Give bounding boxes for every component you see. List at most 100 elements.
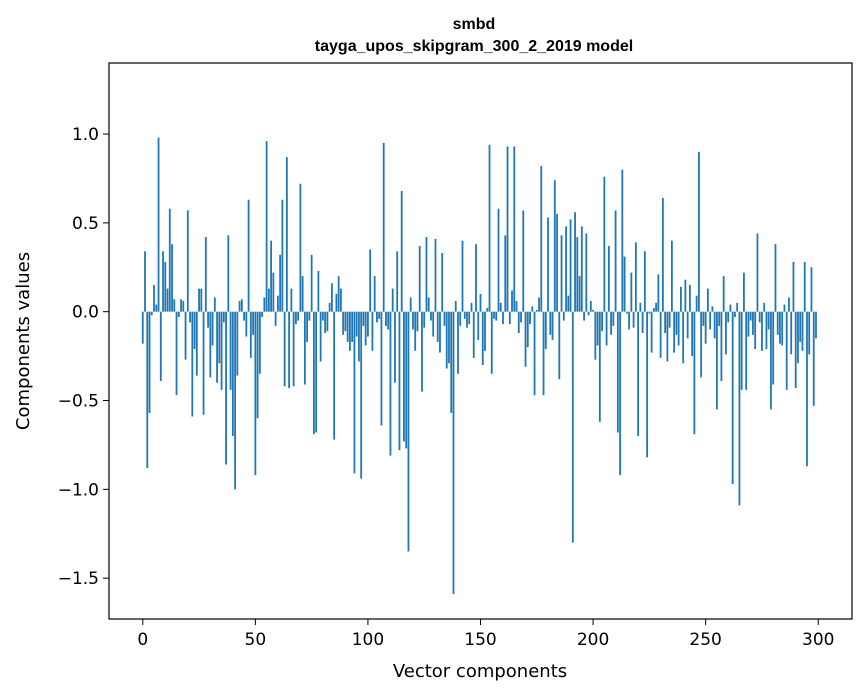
bar: [376, 311, 378, 323]
x-tick-label: 200: [577, 630, 609, 650]
bar: [639, 302, 642, 312]
bar: [806, 311, 808, 467]
bar: [387, 311, 390, 330]
bar: [238, 301, 241, 312]
bar: [218, 311, 221, 364]
bar: [567, 295, 570, 312]
bar: [502, 311, 504, 325]
bar: [776, 311, 779, 335]
bar: [288, 311, 291, 389]
bar: [353, 311, 356, 474]
bar: [418, 245, 421, 312]
bar: [236, 311, 239, 376]
bar: [425, 237, 428, 312]
bar: [524, 311, 527, 367]
bar: [441, 253, 444, 312]
bar: [704, 311, 707, 344]
bar: [148, 311, 151, 413]
bar: [661, 198, 664, 312]
bar: [637, 311, 640, 437]
bar: [634, 242, 637, 312]
bar: [792, 261, 795, 312]
bar: [580, 226, 583, 312]
bar: [781, 311, 784, 346]
bar: [619, 311, 621, 476]
y-axis-label: Components values: [13, 252, 34, 430]
bar: [774, 244, 777, 312]
bar: [722, 276, 725, 312]
bar: [299, 183, 302, 312]
bar: [761, 311, 763, 351]
bar: [256, 311, 259, 419]
bar: [245, 311, 248, 337]
bar: [698, 151, 700, 312]
bar: [594, 311, 597, 360]
bar: [436, 311, 439, 342]
bar: [319, 311, 322, 362]
bar: [700, 311, 703, 378]
bar: [734, 311, 736, 318]
bar: [157, 137, 160, 312]
y-tick-label: −0.5: [58, 392, 99, 412]
bar: [207, 311, 209, 328]
bar: [659, 311, 662, 358]
bar: [306, 311, 309, 342]
bar: [472, 311, 475, 358]
bar: [607, 245, 610, 312]
bar: [371, 311, 374, 351]
bar: [688, 285, 691, 312]
bar: [173, 299, 176, 312]
bar: [168, 208, 171, 312]
bar: [765, 311, 768, 349]
bar: [632, 311, 635, 328]
bar: [403, 311, 405, 442]
bar: [463, 311, 466, 319]
bar: [265, 141, 268, 312]
bar: [258, 311, 261, 374]
bar: [770, 311, 772, 410]
bar: [312, 311, 315, 435]
x-tick-label: 50: [245, 630, 267, 650]
bar: [610, 311, 612, 335]
bar: [538, 297, 540, 312]
bar: [247, 199, 250, 312]
bar: [414, 311, 417, 351]
bar: [675, 311, 678, 335]
bar: [146, 311, 149, 469]
bar: [362, 311, 365, 326]
bar: [725, 311, 727, 355]
bar: [202, 311, 205, 415]
bar: [407, 311, 410, 552]
bar: [378, 311, 381, 319]
bar: [373, 276, 376, 312]
bar: [709, 311, 712, 330]
bar: [556, 213, 558, 312]
bar: [177, 311, 180, 318]
bar: [272, 272, 275, 312]
bar: [583, 311, 585, 321]
bar: [450, 311, 453, 413]
bar: [303, 311, 306, 385]
bar: [261, 311, 263, 318]
bar: [664, 311, 667, 334]
bar: [308, 311, 311, 321]
bar: [758, 311, 761, 323]
x-tick-label: 100: [352, 630, 384, 650]
bar: [333, 311, 336, 440]
x-tick-label: 250: [689, 630, 721, 650]
bar: [779, 311, 781, 344]
bar: [434, 238, 437, 312]
bar: [506, 146, 509, 312]
bar: [344, 311, 347, 332]
bar: [254, 311, 257, 476]
bar: [331, 283, 333, 312]
bar: [812, 311, 815, 406]
bar: [461, 240, 464, 312]
bar: [229, 311, 232, 390]
bar: [412, 311, 414, 330]
y-tick-label: −1.0: [58, 480, 99, 500]
bar: [317, 270, 320, 312]
bar: [380, 311, 383, 426]
bar: [707, 288, 709, 312]
